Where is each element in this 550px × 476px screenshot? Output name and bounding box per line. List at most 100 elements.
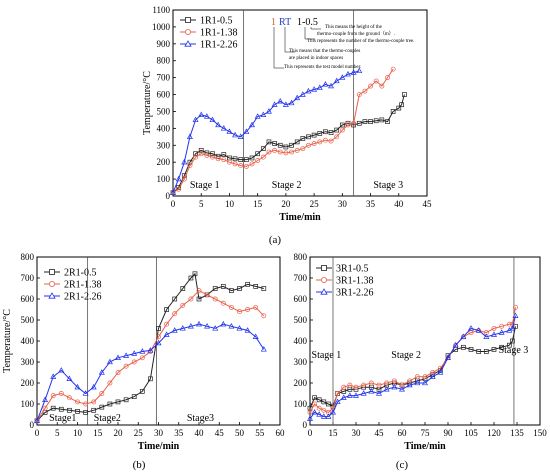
legend-label: 3R1-2.26 (336, 288, 374, 299)
series-line-1R1-2.26 (172, 70, 360, 193)
data-point (204, 292, 210, 298)
data-point (376, 390, 382, 396)
stage-label: Stage 3 (373, 180, 403, 191)
data-point (75, 409, 80, 414)
data-point (226, 159, 232, 165)
data-point (265, 108, 272, 114)
data-point (294, 147, 300, 153)
data-point (509, 325, 516, 331)
annotation-connector (273, 27, 284, 69)
data-point (170, 189, 176, 195)
annotation-note: are placed in indoor spaces (289, 56, 343, 61)
data-point (414, 379, 421, 386)
data-point (187, 163, 193, 169)
data-point (325, 413, 332, 419)
data-point (115, 370, 121, 375)
data-point (351, 120, 357, 126)
data-point (226, 128, 233, 134)
data-point (396, 105, 402, 111)
annotation-note: This represents the number of the thermo… (307, 39, 414, 44)
data-point (312, 395, 317, 401)
data-point (237, 286, 242, 291)
data-point (330, 409, 336, 415)
data-point (311, 409, 318, 415)
data-point (187, 322, 194, 329)
data-point (260, 346, 267, 352)
data-point (391, 378, 397, 384)
data-point (476, 349, 482, 354)
data-point (147, 347, 154, 353)
data-point (164, 307, 169, 312)
data-point (212, 325, 219, 331)
data-point (220, 320, 227, 327)
annotation-connector (284, 27, 295, 53)
data-point (360, 390, 367, 396)
data-point (384, 380, 390, 386)
data-point (339, 74, 346, 80)
data-point (66, 395, 72, 401)
data-point (221, 152, 227, 157)
data-point (316, 397, 322, 403)
y-tick-label: 500 (294, 315, 308, 325)
y-tick-label: 0 (166, 191, 171, 201)
data-point (307, 415, 313, 421)
data-point (232, 131, 239, 138)
data-point (334, 398, 341, 405)
data-point (91, 399, 97, 405)
data-point (172, 296, 178, 302)
data-point (186, 133, 193, 139)
annotation-part-tree: RT (279, 17, 291, 28)
y-tick-label: 300 (294, 357, 308, 367)
legend-marker (320, 288, 328, 295)
data-point (283, 150, 289, 156)
data-point (347, 382, 353, 388)
data-point (67, 407, 72, 413)
legend-marker (49, 269, 55, 275)
data-point (299, 91, 306, 97)
y-tick-label: 300 (157, 140, 171, 150)
data-point (42, 405, 48, 411)
y-tick-label: 200 (21, 378, 35, 388)
y-tick-label: 100 (294, 399, 308, 409)
data-point (131, 350, 138, 356)
data-point (90, 383, 97, 390)
data-point (243, 128, 250, 134)
y-tick-label: 0 (303, 420, 308, 430)
x-tick-label: 90 (444, 428, 454, 438)
data-point (452, 341, 459, 348)
data-point (172, 311, 178, 317)
data-point (163, 331, 170, 337)
data-point (491, 325, 497, 331)
data-point (506, 321, 512, 327)
data-point (238, 163, 244, 169)
data-point (155, 339, 162, 346)
y-tick-label: 400 (294, 336, 308, 346)
x-tick-label: 60 (276, 428, 286, 438)
data-point (42, 396, 49, 402)
stage-label: Stage1 (49, 413, 76, 424)
data-point (237, 309, 242, 315)
data-point (510, 338, 515, 344)
x-tick-label: 10 (225, 199, 235, 209)
data-point (513, 304, 518, 310)
data-point (368, 83, 374, 89)
data-point (306, 142, 311, 148)
data-point (115, 399, 121, 405)
data-point (277, 142, 283, 148)
series-line-3R1-1.38 (309, 307, 516, 413)
data-point (99, 391, 105, 396)
data-point (271, 101, 278, 107)
data-point (107, 380, 113, 386)
x-tick-label: 15 (253, 199, 263, 209)
data-point (311, 132, 317, 138)
data-point (260, 154, 266, 160)
data-point (164, 321, 170, 327)
data-point (228, 322, 235, 329)
legend-marker (48, 292, 56, 299)
data-point (123, 397, 129, 403)
legend-marker (185, 17, 191, 23)
data-point (58, 367, 65, 373)
data-point (289, 142, 294, 148)
data-point (232, 156, 238, 162)
panel-caption: (c) (396, 459, 409, 471)
